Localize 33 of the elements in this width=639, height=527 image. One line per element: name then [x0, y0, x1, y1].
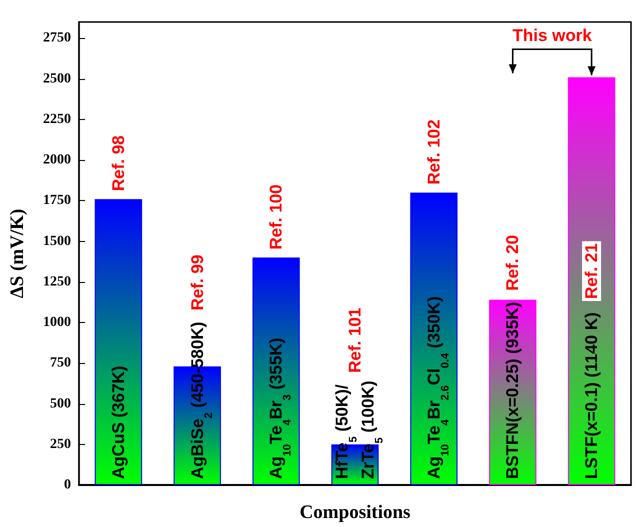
y-tick-label: 500: [50, 396, 71, 412]
x-tick-label: AgCuS (367K): [108, 366, 128, 479]
y-tick-label: 250: [50, 436, 71, 452]
y-tick-label: 2750: [43, 30, 71, 46]
x-tick-label: HfTe5 (50K)/ ZrTe5 (100K): [332, 380, 386, 479]
x-tick-label: Ag10Te4Br3 (355K): [266, 338, 294, 479]
x-tick-label: AgBiSe2 (450-580K): [188, 322, 215, 479]
y-tick-label: 2500: [43, 71, 71, 86]
x-tick-label: LSTF(x=0.1) (1140 K): [582, 312, 602, 479]
bar: [410, 192, 458, 485]
y-axis-title: ΔS (mV/K): [7, 208, 28, 298]
annotation: Ref. 101: [346, 308, 364, 373]
y-tick-label: 2250: [43, 112, 71, 127]
x-axis-title: Compositions: [300, 502, 410, 523]
bar: [568, 77, 616, 485]
y-tick-label: 2000: [43, 152, 71, 168]
annotation: Ref. 99: [188, 254, 207, 310]
annotation: This work: [512, 26, 592, 46]
y-tick-label: 1250: [43, 274, 71, 290]
annotation: Ref. 20: [503, 234, 522, 291]
y-tick-label: 1500: [43, 234, 71, 249]
annotation: Ref. 21: [582, 243, 602, 300]
y-tick-label: 1750: [43, 193, 71, 208]
category-label: Ag10Te4Br2.6Cl0.4 (350K): [424, 296, 452, 479]
y-tick-label: 0: [64, 478, 71, 492]
bar: [252, 258, 300, 485]
annotation: Ref. 102: [424, 119, 444, 185]
x-tick-label: BSTFN(x=0.25) (935K): [503, 302, 522, 479]
annotation: Ref. 100: [266, 184, 286, 250]
bar: [94, 199, 142, 485]
y-tick-label: 1000: [43, 315, 71, 330]
y-tick-label: 750: [50, 356, 71, 371]
annotation: Ref. 98: [108, 135, 128, 192]
